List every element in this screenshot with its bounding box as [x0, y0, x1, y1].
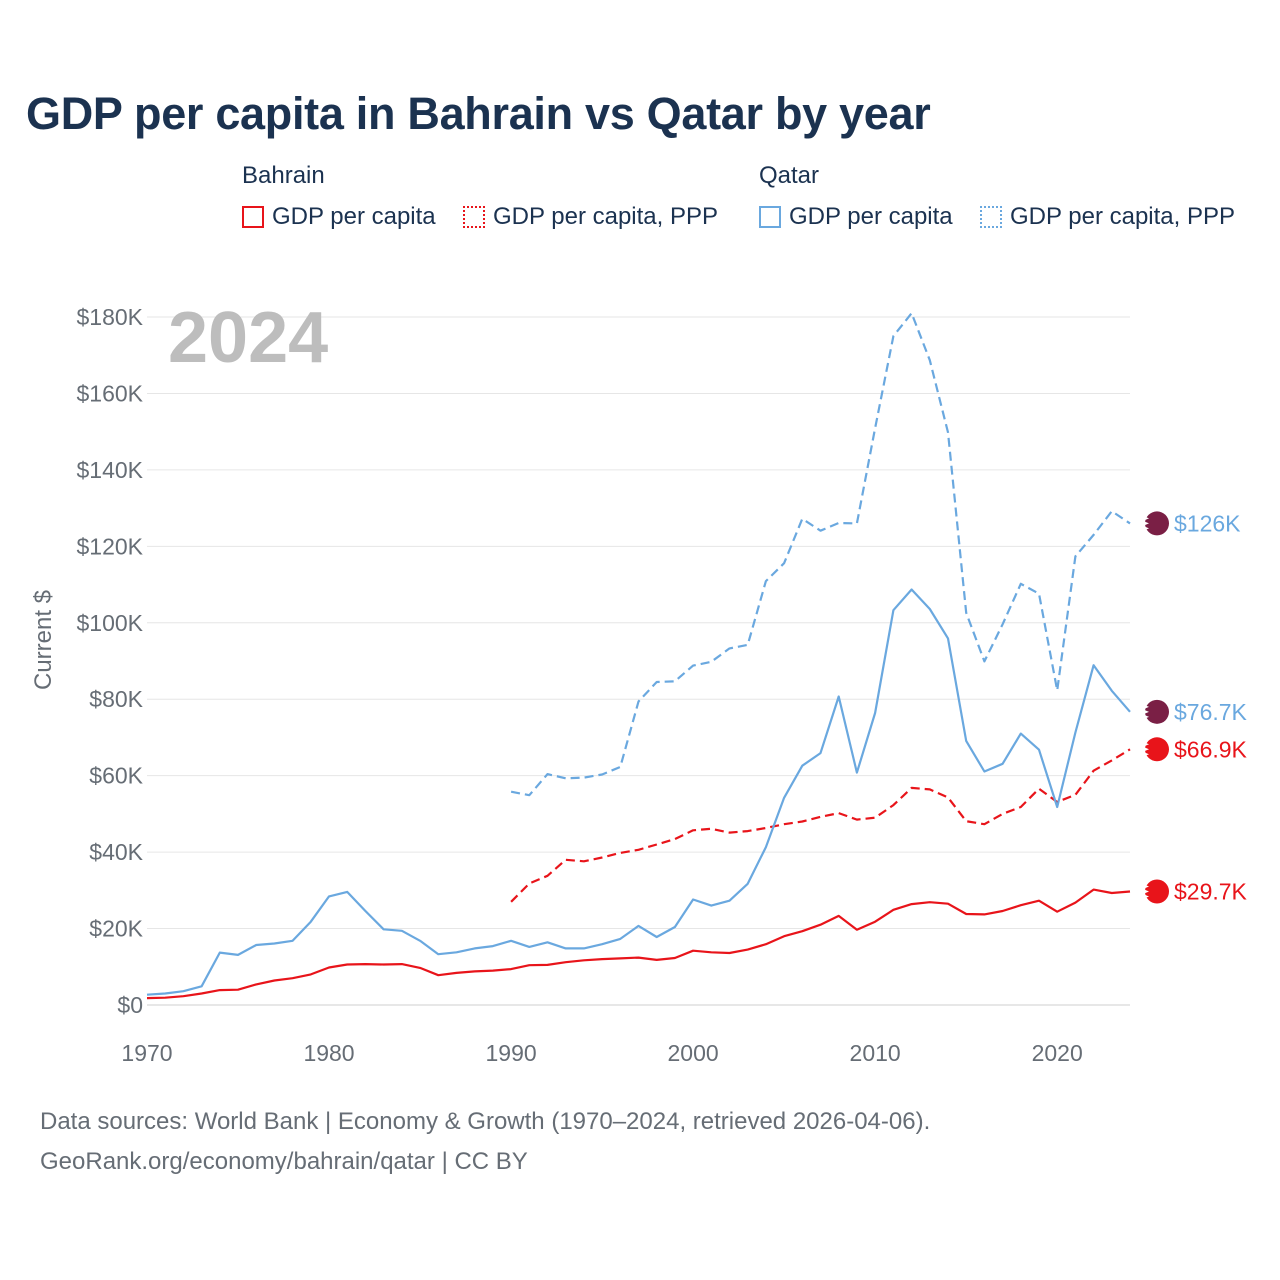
- flag-serration: [1143, 893, 1149, 899]
- y-tick-label: $180K: [76, 304, 143, 330]
- x-tick-label: 1990: [485, 1040, 536, 1066]
- series-lines: [146, 312, 1131, 1000]
- x-tick-label: 2020: [1032, 1040, 1083, 1066]
- flag-serration: [1143, 530, 1149, 536]
- legend-group-bahrain: Bahrain: [242, 162, 325, 189]
- flag-serration: [1143, 714, 1149, 720]
- y-tick-label: $0: [117, 992, 143, 1018]
- x-axis: 1970 1980 1990 2000 2010 2020: [121, 1040, 1082, 1066]
- y-tick-label: $140K: [76, 457, 143, 483]
- source-line-2[interactable]: GeoRank.org/economy/bahrain/qatar | CC B…: [40, 1148, 528, 1175]
- x-tick-label: 2010: [850, 1040, 901, 1066]
- x-tick-label: 2000: [668, 1040, 719, 1066]
- legend-label: GDP per capita: [789, 203, 953, 230]
- flag-serration: [1143, 709, 1149, 715]
- flag-serration: [1143, 736, 1149, 742]
- flag-marker-qatar: [1145, 511, 1169, 536]
- end-value-label: $29.7K: [1174, 878, 1248, 904]
- legend-swatch-solid: [242, 206, 264, 228]
- flag-serration: [1143, 719, 1149, 725]
- y-tick-label: $100K: [76, 610, 143, 636]
- legend-item-bahrain-gdp-ppp[interactable]: GDP per capita, PPP: [463, 203, 718, 231]
- end-value-label: $66.9K: [1174, 736, 1248, 762]
- chart-title: GDP per capita in Bahrain vs Qatar by ye…: [26, 88, 931, 139]
- legend-group-qatar: Qatar: [759, 162, 820, 189]
- y-tick-label: $80K: [89, 686, 143, 712]
- x-tick-label: 1970: [121, 1040, 172, 1066]
- legend-label: GDP per capita, PPP: [493, 203, 718, 230]
- end-value-label: $76.7K: [1174, 699, 1248, 725]
- flag-serration: [1143, 525, 1149, 531]
- series-line-bahrain-ppp: [510, 748, 1131, 903]
- end-value-label: $126K: [1174, 510, 1241, 536]
- legend-label: GDP per capita, PPP: [1010, 203, 1235, 230]
- flag-serration: [1143, 751, 1149, 757]
- flag-serration: [1143, 741, 1149, 747]
- grid-lines: [147, 316, 1130, 1006]
- flag-serration: [1143, 699, 1149, 705]
- flag-serration: [1143, 746, 1149, 752]
- legend-swatch-solid: [759, 206, 781, 228]
- series-line-bahrain: [146, 888, 1131, 1000]
- legend-item-bahrain-gdp[interactable]: GDP per capita: [242, 203, 436, 231]
- flag-serration: [1143, 888, 1149, 894]
- flag-serration: [1143, 520, 1149, 526]
- y-tick-label: $120K: [76, 533, 143, 559]
- legend-label: GDP per capita: [272, 203, 436, 230]
- source-line-1: Data sources: World Bank | Economy & Gro…: [40, 1108, 931, 1135]
- flag-marker-bahrain: [1145, 737, 1169, 762]
- y-tick-label: $40K: [89, 839, 143, 865]
- y-axis-label: Current $: [30, 590, 57, 690]
- flag-serration: [1143, 515, 1149, 521]
- series-line-qatar-ppp: [510, 312, 1131, 797]
- flag-serration: [1143, 898, 1149, 904]
- legend-item-qatar-gdp-ppp[interactable]: GDP per capita, PPP: [980, 203, 1235, 231]
- legend-item-qatar-gdp[interactable]: GDP per capita: [759, 203, 953, 231]
- year-watermark: 2024: [168, 298, 328, 378]
- x-tick-label: 1980: [303, 1040, 354, 1066]
- flag-serration: [1143, 878, 1149, 884]
- y-tick-label: $160K: [76, 380, 143, 406]
- series-line-qatar: [146, 588, 1131, 996]
- flag-serration: [1143, 704, 1149, 710]
- y-tick-label: $60K: [89, 763, 143, 789]
- flag-serration: [1143, 510, 1149, 516]
- legend-swatch-dotted: [463, 206, 485, 228]
- flag-serration: [1143, 756, 1149, 762]
- y-tick-label: $20K: [89, 916, 143, 942]
- flag-serration: [1143, 883, 1149, 889]
- flag-marker-qatar: [1145, 699, 1169, 724]
- legend-swatch-dotted: [980, 206, 1002, 228]
- end-markers: $29.7K $66.9K $76.7K $126K: [1143, 510, 1248, 904]
- flag-marker-bahrain: [1145, 879, 1169, 904]
- y-axis: $0 $20K $40K $60K $80K $100K $120K $140K $160K $1…: [76, 304, 143, 1018]
